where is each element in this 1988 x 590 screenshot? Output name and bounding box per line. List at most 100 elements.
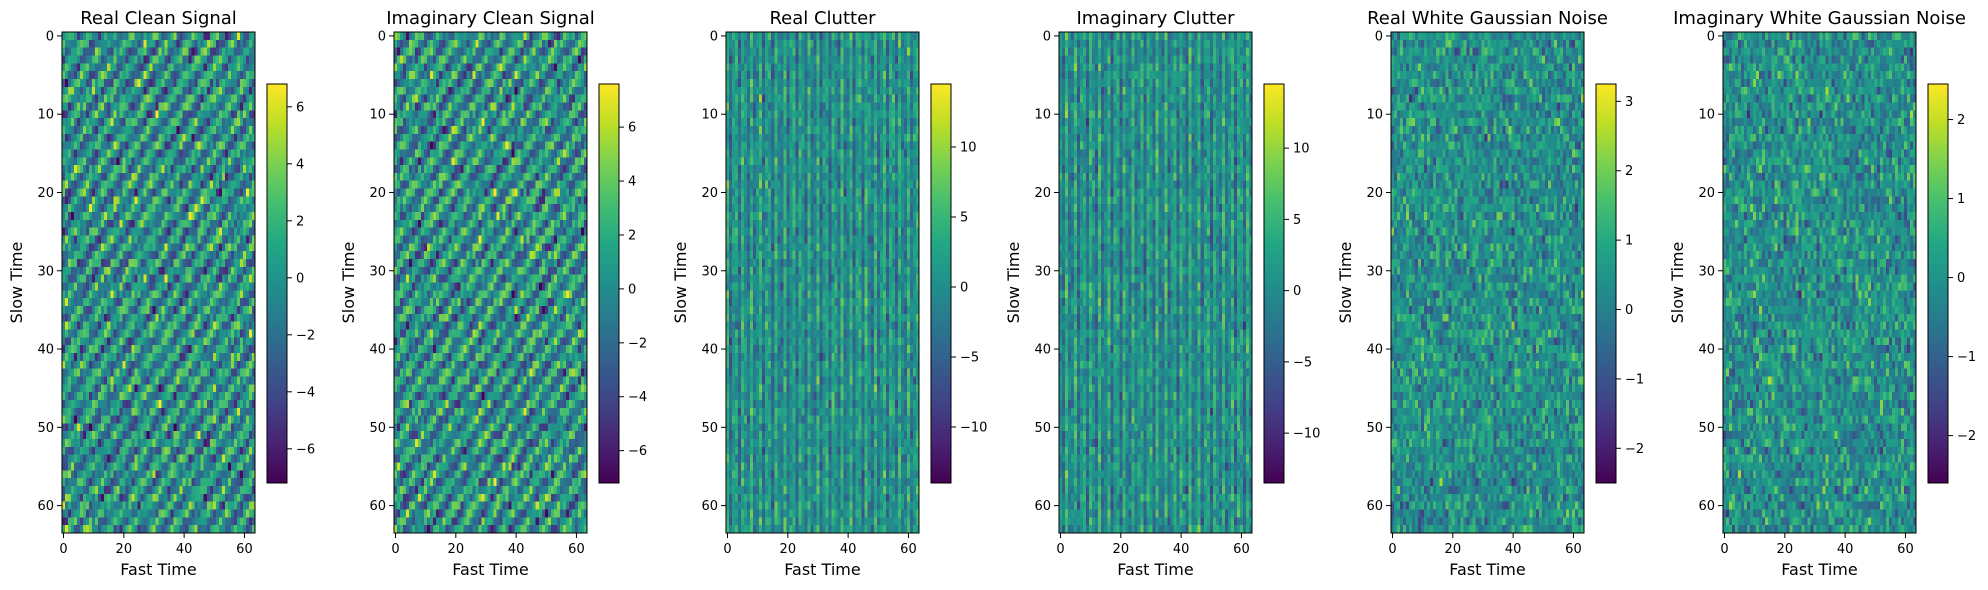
chart-title: Real Clutter [769, 8, 876, 29]
heatmap-image [1391, 32, 1584, 533]
y-tick-label: 20 [369, 186, 386, 201]
y-tick-label: 10 [37, 108, 54, 123]
colorbar-tick-label: −1 [1625, 372, 1644, 387]
x-tick-label: 60 [1897, 542, 1914, 557]
chart-title: Real Clean Signal [80, 8, 237, 29]
x-tick-label: 0 [723, 542, 731, 557]
y-tick-label: 0 [1043, 29, 1051, 44]
y-tick-label: 10 [369, 108, 386, 123]
colorbar-tick-label: 4 [296, 157, 304, 172]
x-tick-label: 0 [1056, 542, 1064, 557]
y-tick-label: 20 [701, 186, 718, 201]
x-tick-label: 60 [900, 542, 917, 557]
colorbar-tick-label: −10 [1293, 427, 1320, 442]
x-tick-label: 60 [236, 542, 253, 557]
x-axis-label: Fast Time [120, 560, 196, 579]
y-tick-label: 40 [701, 343, 718, 358]
colorbar-tick-label: −5 [1293, 355, 1312, 370]
colorbar-tick-label: 3 [1625, 95, 1633, 110]
y-tick-label: 0 [1375, 29, 1383, 44]
y-tick-label: 0 [46, 29, 54, 44]
heatmap-image [1723, 32, 1916, 533]
x-axis-label: Fast Time [1117, 560, 1193, 579]
y-axis-label: Slow Time [1336, 242, 1355, 324]
colorbar [1263, 83, 1285, 484]
colorbar-tick-label: −4 [628, 390, 647, 405]
colorbar-tick-label: −6 [296, 442, 315, 457]
colorbar [266, 83, 288, 484]
y-tick-label: 40 [1034, 343, 1051, 358]
colorbar-tick-label: 0 [296, 271, 304, 286]
y-tick-label: 50 [369, 421, 386, 436]
y-axis-label: Slow Time [1668, 242, 1687, 324]
y-tick-label: 50 [701, 421, 718, 436]
y-tick-label: 60 [1034, 499, 1051, 514]
y-tick-label: 10 [1034, 108, 1051, 123]
colorbar-tick-label: 0 [1293, 284, 1301, 299]
axes-frame [1390, 31, 1585, 534]
y-tick-label: 0 [1707, 29, 1715, 44]
colorbar-tick-label: −4 [296, 385, 315, 400]
x-tick-label: 0 [59, 542, 67, 557]
x-tick-label: 40 [176, 542, 193, 557]
y-tick-label: 60 [1698, 499, 1715, 514]
y-axis-label: Slow Time [339, 242, 358, 324]
x-tick-label: 20 [780, 542, 797, 557]
y-tick-label: 10 [1366, 108, 1383, 123]
colorbar-tick-label: 2 [628, 228, 636, 243]
y-tick-label: 30 [369, 264, 386, 279]
y-tick-label: 10 [1698, 108, 1715, 123]
y-tick-label: 40 [369, 343, 386, 358]
x-tick-label: 20 [1445, 542, 1462, 557]
x-tick-label: 20 [116, 542, 133, 557]
colorbar-tick-label: 1 [1957, 192, 1965, 207]
axes-frame [725, 31, 920, 534]
y-tick-label: 20 [1034, 186, 1051, 201]
y-tick-label: 50 [1366, 421, 1383, 436]
colorbar-tick-label: 4 [628, 175, 636, 190]
x-tick-label: 20 [1777, 542, 1794, 557]
x-tick-label: 0 [1388, 542, 1396, 557]
colorbar-tick-label: 0 [1957, 271, 1965, 286]
colorbar-tick-label: 5 [960, 211, 968, 226]
heatmap-image [726, 32, 919, 533]
colorbar-tick-label: 2 [1625, 164, 1633, 179]
colorbar-tick-label: −6 [628, 444, 647, 459]
colorbar-tick-label: 2 [296, 214, 304, 229]
axes-frame [1058, 31, 1253, 534]
y-axis-label: Slow Time [671, 242, 690, 324]
x-tick-label: 20 [448, 542, 465, 557]
axes-frame [1722, 31, 1917, 534]
colorbar [1595, 83, 1617, 484]
x-tick-label: 60 [568, 542, 585, 557]
colorbar-tick-label: 1 [1625, 234, 1633, 249]
colorbar-tick-label: −5 [960, 351, 979, 366]
colorbar [930, 83, 952, 484]
colorbar-tick-label: −2 [1957, 429, 1976, 444]
heatmap-image [394, 32, 587, 533]
x-axis-label: Fast Time [452, 560, 528, 579]
x-tick-label: 40 [840, 542, 857, 557]
y-tick-label: 50 [1698, 421, 1715, 436]
chart-title: Real White Gaussian Noise [1367, 8, 1608, 29]
y-tick-label: 50 [37, 421, 54, 436]
y-tick-label: 60 [701, 499, 718, 514]
y-tick-label: 20 [1366, 186, 1383, 201]
colorbar-tick-label: 5 [1293, 213, 1301, 228]
x-tick-label: 0 [391, 542, 399, 557]
colorbar-tick-label: 6 [628, 121, 636, 136]
y-tick-label: 0 [378, 29, 386, 44]
y-tick-label: 30 [1698, 264, 1715, 279]
heatmap-image [62, 32, 255, 533]
colorbar [1927, 83, 1949, 484]
y-tick-label: 40 [37, 343, 54, 358]
x-tick-label: 40 [1505, 542, 1522, 557]
colorbar [598, 83, 620, 484]
colorbar-tick-label: 0 [960, 281, 968, 296]
x-axis-label: Fast Time [1449, 560, 1525, 579]
